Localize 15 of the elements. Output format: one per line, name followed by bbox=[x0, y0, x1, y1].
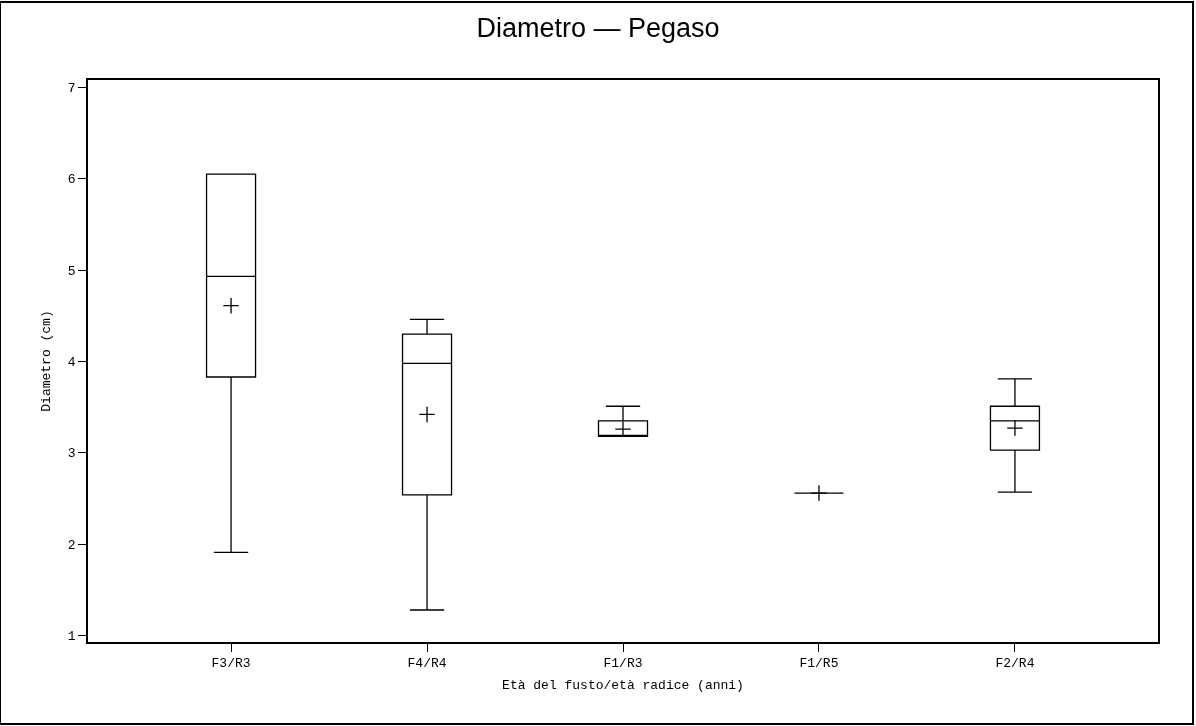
x-axis-title: Età del fusto/età radice (anni) bbox=[502, 678, 744, 694]
y-tick-label: 7 bbox=[67, 80, 76, 96]
y-tick-label: 2 bbox=[67, 537, 76, 553]
x-tick-label: F1/R3 bbox=[603, 656, 643, 672]
y-tick-label: 1 bbox=[67, 629, 76, 645]
x-tick-label: F2/R4 bbox=[995, 656, 1035, 672]
x-tick-label: F1/R5 bbox=[799, 656, 839, 672]
chart-title: Diametro — Pegaso bbox=[476, 13, 720, 44]
y-tick-label: 3 bbox=[67, 446, 76, 462]
x-tick-label: F4/R4 bbox=[407, 656, 447, 672]
y-tick-label: 4 bbox=[67, 355, 76, 371]
y-tick-label: 6 bbox=[67, 172, 76, 188]
y-tick-label: 5 bbox=[67, 263, 76, 279]
y-axis-title: Diametro (cm) bbox=[39, 310, 55, 412]
x-tick-label: F3/R3 bbox=[211, 656, 251, 672]
